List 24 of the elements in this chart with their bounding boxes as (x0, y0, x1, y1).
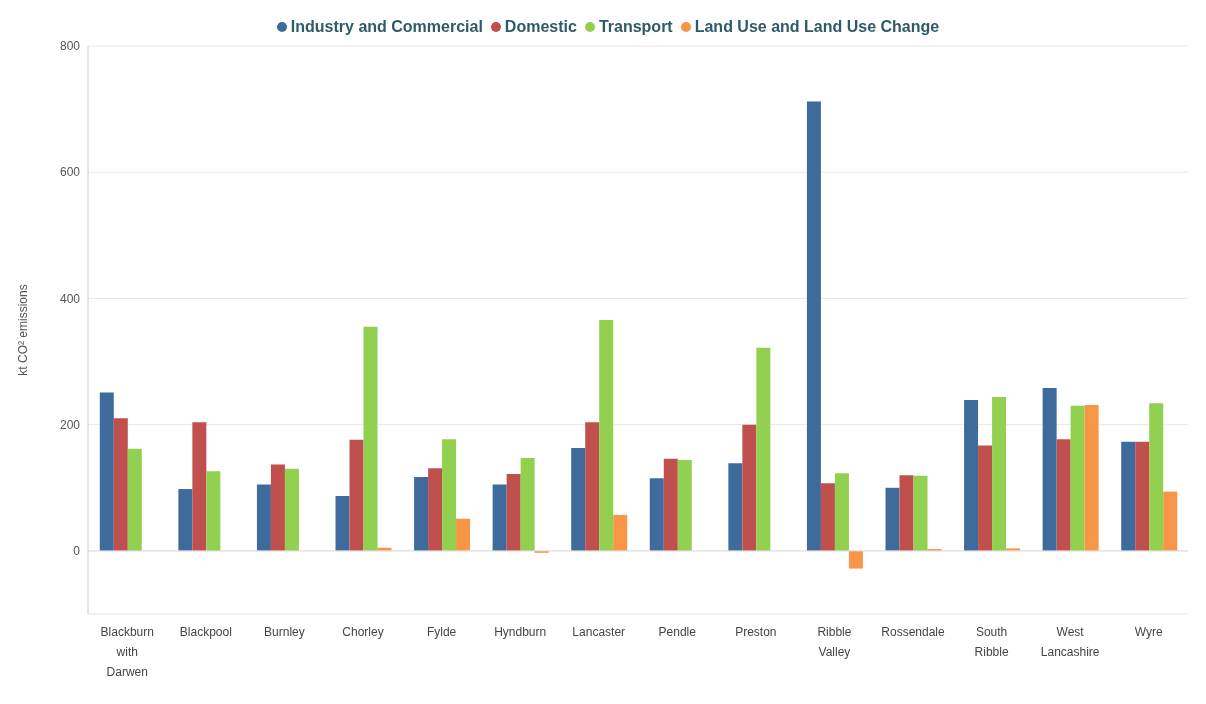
legend-label: Transport (598, 18, 673, 36)
x-tick-label: Ribble Valley (817, 625, 852, 659)
legend-label: Land Use and Land Use Change (694, 18, 940, 36)
x-tick-label: West Lancashire (1040, 625, 1100, 659)
y-tick-label: 400 (59, 291, 81, 306)
y-tick-label: 0 (73, 544, 81, 559)
x-tick-label: Hyndburn (494, 625, 547, 639)
x-tick-label: Burnley (264, 625, 305, 639)
x-tick-label: South Ribble (974, 625, 1009, 659)
y-tick-label: 800 (59, 39, 81, 54)
legend-label: Domestic (504, 18, 577, 36)
y-tick-label: 200 (59, 417, 81, 432)
x-tick-label: Blackburn with Darwen (100, 625, 154, 679)
y-tick-label: 600 (59, 165, 81, 180)
legend-label: Industry and Commercial (290, 18, 483, 36)
x-tick-label: Wyre (1134, 625, 1163, 639)
x-tick-label: Blackpool (179, 625, 232, 639)
y-axis-title: kt CO² emissions (16, 284, 31, 376)
x-tick-label: Lancaster (572, 625, 626, 639)
x-tick-label: Fylde (426, 625, 457, 639)
x-tick-label: Chorley (342, 625, 384, 639)
x-tick-label: Preston (735, 625, 777, 639)
x-tick-label: Rossendale (881, 625, 946, 639)
x-tick-label: Pendle (658, 625, 697, 639)
